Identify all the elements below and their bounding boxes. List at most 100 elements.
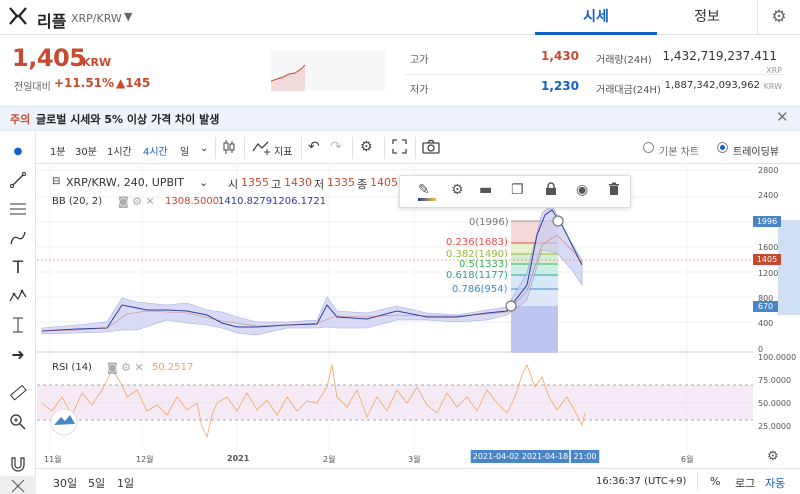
- sidebar-collapse-icon[interactable]: [0, 476, 36, 494]
- eye-icon[interactable]: ◉: [576, 182, 589, 198]
- bb-eye-settings-close-icon[interactable]: ◙ ⚙ ✕: [118, 195, 155, 208]
- bb-lower: 1206.1721: [272, 196, 327, 207]
- log-toggle[interactable]: 로그: [735, 477, 756, 490]
- clone-icon[interactable]: ❐: [511, 182, 524, 198]
- fib-level-382: 0.382(1490): [446, 249, 508, 260]
- x-highlight-start: 2021-04-02: [471, 450, 521, 463]
- trendline-icon[interactable]: [8, 171, 28, 191]
- fib-start-price-tag: 670: [753, 301, 778, 312]
- price-tick: 0: [758, 345, 764, 354]
- fib-level-0: 0(1996): [469, 217, 509, 228]
- interval-day[interactable]: 일: [180, 147, 190, 158]
- ohlc-open-label: 시: [228, 178, 239, 191]
- ohlc-high-label: 고: [271, 178, 282, 191]
- price-tick: 2800: [758, 166, 779, 175]
- percent-toggle[interactable]: %: [710, 475, 721, 488]
- volume-label: 거래량(24H): [596, 55, 652, 66]
- arrow-right-icon[interactable]: ➜: [11, 345, 25, 364]
- range-30d[interactable]: 30일: [53, 477, 78, 490]
- price-tick: 400: [758, 319, 774, 328]
- ohlc-close-label: 종: [357, 178, 368, 191]
- volume-value: 1,432,719,237.411: [662, 49, 777, 63]
- pattern-icon[interactable]: [8, 287, 28, 307]
- toolbar-divider: [352, 137, 353, 159]
- drawing-tools-sidebar: [0, 132, 36, 494]
- drawing-floating-toolbar: [399, 175, 631, 208]
- coin-select-caret-icon[interactable]: ▼: [124, 10, 133, 23]
- tradingview-label[interactable]: 트레이딩뷰: [733, 147, 779, 158]
- last-price-tag: 1405: [753, 254, 781, 265]
- crosshair-dot-icon[interactable]: ●: [13, 146, 23, 157]
- toolbar-divider: [215, 137, 216, 159]
- tab-info[interactable]: 정보: [694, 9, 720, 25]
- bb-basis: 1308.5000: [165, 196, 220, 207]
- interval-1h[interactable]: 1시간: [107, 147, 132, 158]
- chart-settings-gear-icon[interactable]: ⚙: [360, 139, 373, 155]
- close-icon[interactable]: ✕: [776, 108, 789, 126]
- fib-level-786: 0.786(954): [452, 284, 508, 295]
- rsi-tick: 50.0000: [758, 399, 792, 408]
- rsi-label[interactable]: RSI (14): [52, 362, 92, 373]
- header-bar: [0, 0, 800, 35]
- range-5d[interactable]: 5일: [88, 477, 106, 490]
- basic-chart-label[interactable]: 기본 차트: [659, 147, 699, 158]
- x-highlight-end: 2021-04-18: [521, 450, 569, 463]
- price-tick: 2400: [758, 191, 779, 200]
- bb-upper: 1410.8279: [218, 196, 273, 207]
- color-swatch[interactable]: [418, 198, 436, 201]
- zoom-in-icon[interactable]: [8, 413, 28, 433]
- pencil-icon[interactable]: ✎: [418, 182, 430, 198]
- brush-icon[interactable]: [8, 229, 28, 249]
- template-icon[interactable]: ▬: [479, 182, 493, 198]
- basic-chart-radio[interactable]: [643, 142, 654, 153]
- mini-sparkline: [270, 51, 385, 91]
- low-value: 1,230: [541, 79, 579, 93]
- fullscreen-icon[interactable]: [392, 139, 407, 158]
- candlestick-icon[interactable]: [222, 139, 236, 159]
- measure-icon[interactable]: [8, 316, 28, 336]
- interval-1m[interactable]: 1분: [50, 147, 66, 158]
- chart-symbol-line[interactable]: XRP/KRW, 240, UPBIT: [66, 176, 184, 189]
- trash-icon[interactable]: [608, 182, 620, 200]
- tab-sise[interactable]: 시세: [535, 0, 657, 35]
- indicator-button[interactable]: 지표: [274, 147, 293, 158]
- settings-gear-icon[interactable]: ⚙: [757, 0, 800, 35]
- interval-4h[interactable]: 4시간: [143, 147, 168, 158]
- undo-icon[interactable]: ↶: [308, 139, 320, 155]
- symbol-dropdown-chevron-down-icon[interactable]: ⌄: [199, 176, 209, 189]
- toolbar-divider: [301, 137, 302, 159]
- current-price: 1,405: [12, 44, 86, 72]
- range-1d[interactable]: 1일: [117, 477, 135, 490]
- price-unit: KRW: [82, 56, 112, 69]
- lock-icon[interactable]: [545, 182, 557, 200]
- horizontal-lines-icon[interactable]: [8, 200, 28, 220]
- turnover-label: 거래대금(24H): [596, 85, 661, 96]
- indicator-icon[interactable]: [252, 139, 272, 159]
- turnover-value: 1,887,342,093,962: [664, 80, 760, 91]
- turnover-unit: KRW: [763, 82, 782, 91]
- redo-icon[interactable]: ↷: [330, 139, 342, 155]
- high-label: 고가: [410, 55, 429, 66]
- magnet-icon[interactable]: [8, 455, 28, 475]
- xrp-logo-icon: [8, 7, 28, 30]
- axis-settings-gear-icon[interactable]: ⚙: [767, 449, 779, 464]
- ohlc-high: 1430: [284, 176, 312, 189]
- bottom-bar: [36, 468, 800, 494]
- interval-dropdown-chevron-down-icon[interactable]: ⌄: [200, 143, 209, 154]
- x-tick: 11월: [44, 455, 62, 464]
- collapse-icon[interactable]: ⊟: [52, 176, 61, 187]
- axis-fib-highlight: [778, 220, 800, 315]
- rsi-eye-settings-close-icon[interactable]: ◙ ⚙ ✕: [107, 361, 144, 374]
- drawing-settings-gear-icon[interactable]: ⚙: [451, 182, 464, 198]
- price-chart[interactable]: [37, 165, 753, 468]
- tradingview-radio[interactable]: [717, 142, 728, 153]
- interval-30m[interactable]: 30분: [75, 147, 97, 158]
- bb-label[interactable]: BB (20, 2): [52, 196, 103, 207]
- camera-icon[interactable]: [422, 139, 440, 158]
- ohlc-close: 1405: [370, 176, 398, 189]
- auto-toggle[interactable]: 자동: [765, 477, 786, 490]
- ruler-icon[interactable]: [8, 384, 28, 404]
- text-tool-icon[interactable]: T: [12, 258, 24, 278]
- notice-text: 글로벌 시세와 5% 이상 가격 차이 발생: [36, 113, 220, 126]
- change-percent: +11.51%: [54, 76, 115, 90]
